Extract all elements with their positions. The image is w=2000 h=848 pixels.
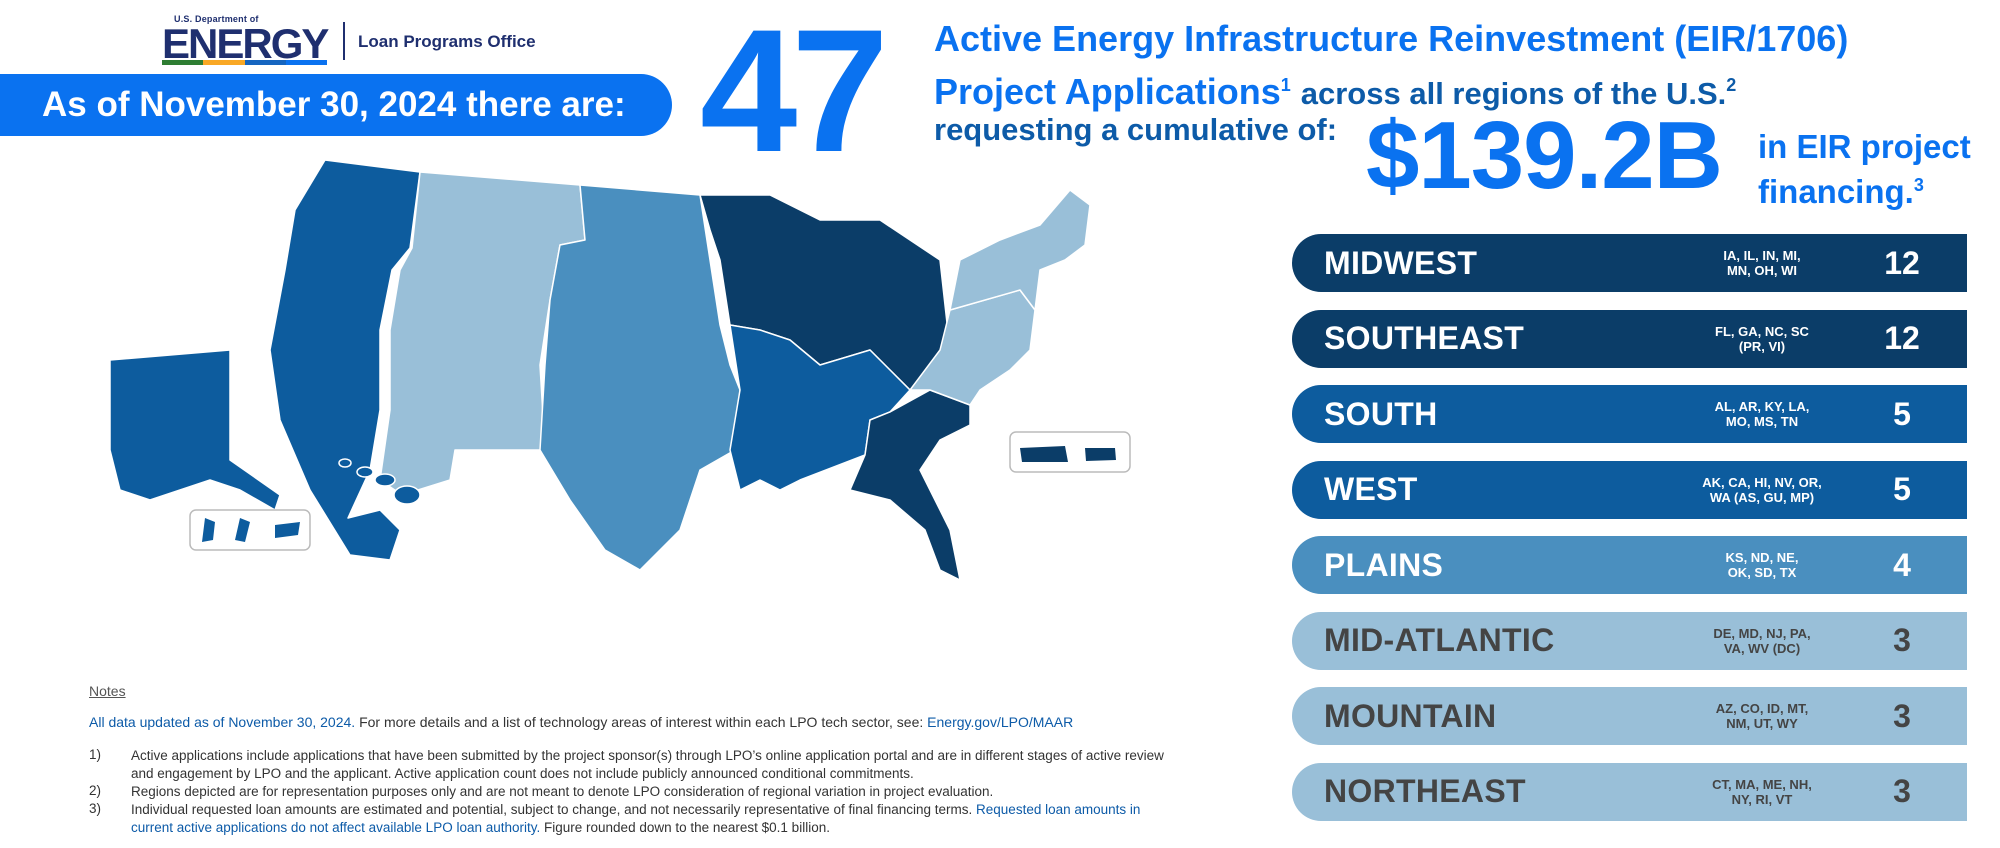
region-states: AL, AR, KY, LA, MO, MS, TN — [1714, 399, 1810, 429]
financing-label-line1: in EIR project — [1758, 128, 1971, 165]
logo-energy-text: ENERGY — [162, 20, 329, 67]
notes-title: Notes — [89, 683, 126, 699]
region-row-west: WEST AK, CA, HI, NV, OR, WA (AS, GU, MP) 5 — [1292, 460, 1967, 519]
region-count: 12 — [1884, 244, 1920, 281]
region-count: 3 — [1893, 773, 1911, 809]
region-states: IA, IL, IN, MI, MN, OH, WI — [1723, 248, 1801, 278]
headline-line1: Active Energy Infrastructure Reinvestmen… — [934, 18, 1849, 59]
region-states: DE, MD, NJ, PA, VA, WV (DC) — [1713, 625, 1811, 656]
region-row-mountain: MOUNTAIN AZ, CO, ID, MT, NM, UT, WY 3 — [1292, 687, 1967, 745]
region-name: NORTHEAST — [1324, 773, 1526, 809]
region-count: 3 — [1893, 697, 1911, 734]
logo-divider — [343, 22, 345, 60]
region-name: MOUNTAIN — [1324, 697, 1497, 734]
financing-label: in EIR project financing.3 — [1758, 128, 1971, 211]
doe-lpo-logo: U.S. Department of ENERGY Loan Programs … — [160, 12, 540, 67]
region-row-northeast: NORTHEAST CT, MA, ME, NH, NY, RI, VT 3 — [1292, 762, 1967, 821]
footnote-ref-3: 3 — [1913, 175, 1924, 195]
region-row-mid-atlantic: MID-ATLANTIC DE, MD, NJ, PA, VA, WV (DC) 3 — [1292, 611, 1967, 670]
footnote-ref-2: 2 — [1726, 75, 1737, 95]
map-region-alaska — [109, 349, 281, 511]
region-count: 4 — [1893, 546, 1911, 583]
notes-updated: All data updated as of November 30, 2024… — [89, 714, 1073, 730]
note-text: Regions depicted are for representation … — [131, 784, 994, 799]
region-row-plains: PLAINS KS, ND, NE, OK, SD, TX 4 — [1292, 536, 1967, 594]
note-number: 3) — [89, 801, 102, 816]
region-name: MID-ATLANTIC — [1324, 622, 1555, 658]
note-text: Active applications include applications… — [131, 748, 1164, 781]
note-number: 2) — [89, 783, 102, 798]
logo-office-text: Loan Programs Office — [358, 32, 536, 51]
logo-dept-text: U.S. Department of — [174, 14, 259, 24]
map-region-mid-atlantic — [909, 289, 1036, 406]
region-name: PLAINS — [1324, 546, 1444, 583]
region-row-midwest: MIDWEST IA, IL, IN, MI, MN, OH, WI 12 — [1292, 234, 1967, 292]
logo-color-bars — [162, 60, 327, 65]
map-region-northeast — [949, 189, 1091, 311]
financing-label-line2: financing.3 — [1758, 173, 1924, 210]
us-regions-map — [109, 159, 1131, 581]
map-region-plains — [539, 184, 741, 571]
headline-project-applications: Project Applications — [934, 71, 1281, 112]
map-territories-caribbean — [1009, 431, 1131, 473]
region-states: FL, GA, NC, SC (PR, VI) — [1715, 323, 1809, 354]
map-region-hawaii — [338, 458, 421, 505]
region-name: SOUTH — [1324, 395, 1438, 432]
region-name: SOUTHEAST — [1324, 320, 1525, 356]
headline-regions-text: across all regions of the U.S. — [1300, 76, 1727, 111]
notes-updated-text: For more details and a list of technolog… — [359, 714, 924, 730]
map-region-southeast — [849, 389, 971, 581]
region-row-south: SOUTH AL, AR, KY, LA, MO, MS, TN 5 — [1292, 385, 1967, 443]
requesting-text: requesting a cumulative of: — [934, 112, 1338, 147]
region-name: WEST — [1324, 471, 1418, 507]
notes-updated-date: All data updated as of November 30, 2024… — [89, 714, 356, 730]
map-territories-pacific — [189, 509, 311, 551]
headline-line2: Project Applications1 across all regions… — [934, 62, 1994, 117]
as-of-banner: As of November 30, 2024 there are: — [0, 74, 672, 136]
map-region-west — [269, 159, 421, 561]
headline: Active Energy Infrastructure Reinvestmen… — [934, 16, 1994, 117]
note-text: Individual requested loan amounts are es… — [131, 802, 1141, 835]
region-count: 12 — [1884, 320, 1920, 356]
region-name: MIDWEST — [1324, 244, 1478, 281]
region-count: 3 — [1893, 622, 1911, 658]
financing-amount: $139.2B — [1366, 102, 1723, 209]
region-states: AK, CA, HI, NV, OR, WA (AS, GU, MP) — [1702, 474, 1822, 505]
notes-link[interactable]: Energy.gov/LPO/MAAR — [927, 714, 1074, 730]
footnote-ref-1: 1 — [1280, 75, 1291, 95]
region-states: AZ, CO, ID, MT, NM, UT, WY — [1715, 701, 1809, 731]
note-number: 1) — [89, 747, 102, 762]
region-row-southeast: SOUTHEAST FL, GA, NC, SC (PR, VI) 12 — [1292, 309, 1967, 368]
region-count: 5 — [1893, 395, 1911, 432]
region-states: CT, MA, ME, NH, NY, RI, VT — [1712, 776, 1812, 807]
region-count: 5 — [1893, 471, 1911, 507]
application-count: 47 — [700, 0, 889, 189]
region-states: KS, ND, NE, OK, SD, TX — [1725, 550, 1799, 580]
